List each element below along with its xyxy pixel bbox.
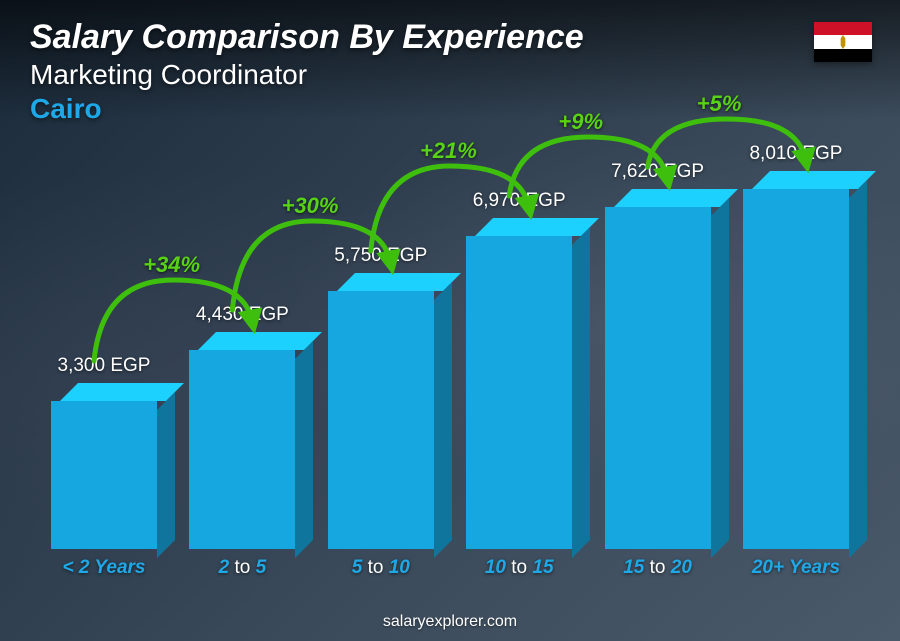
footer-source: salaryexplorer.com	[0, 613, 900, 631]
chart-location: Cairo	[30, 93, 584, 125]
increase-percent-label: +30%	[282, 193, 339, 219]
chart-subtitle: Marketing Coordinator	[30, 59, 584, 91]
flag-stripe-top	[814, 22, 872, 35]
increase-percent-label: +21%	[420, 138, 477, 164]
bar-chart: 3,300 EGP< 2 Years4,430 EGP2 to 55,750 E…	[40, 137, 860, 577]
increase-percent-label: +5%	[697, 91, 742, 117]
country-flag-egypt	[814, 22, 872, 62]
increase-percent-label: +34%	[143, 252, 200, 278]
increase-arrow-icon	[40, 137, 860, 577]
header: Salary Comparison By Experience Marketin…	[30, 18, 584, 125]
flag-stripe-bottom	[814, 49, 872, 62]
flag-emblem-icon	[837, 35, 849, 49]
chart-title: Salary Comparison By Experience	[30, 18, 584, 57]
